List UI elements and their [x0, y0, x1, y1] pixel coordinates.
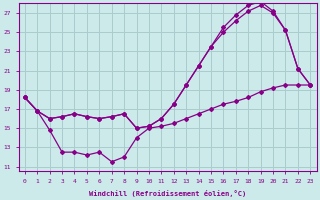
X-axis label: Windchill (Refroidissement éolien,°C): Windchill (Refroidissement éolien,°C) — [89, 190, 246, 197]
